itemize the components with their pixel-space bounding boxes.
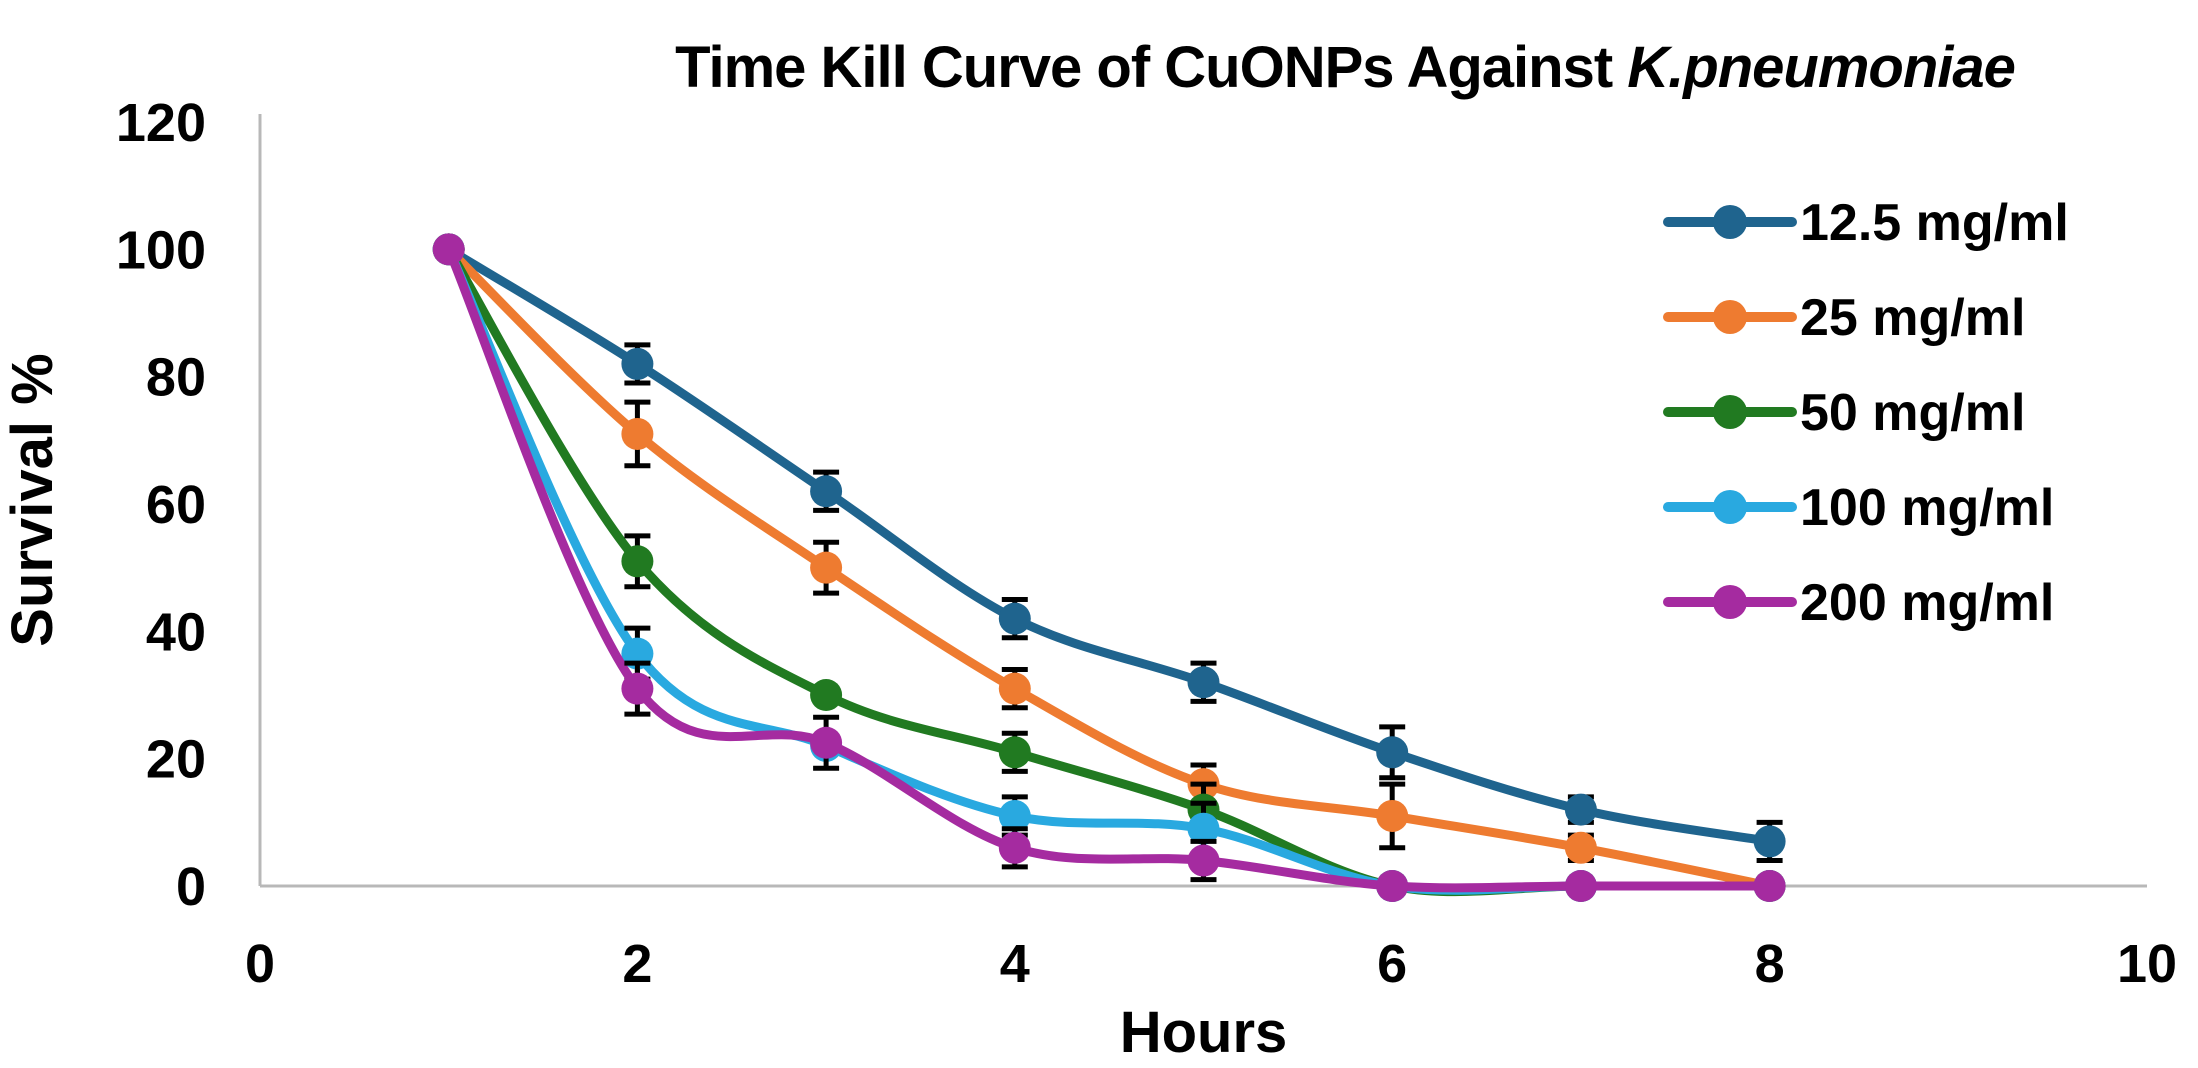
- data-point-marker: [621, 417, 654, 450]
- data-point-marker: [810, 679, 843, 711]
- legend-item: 50 mg/ml: [1663, 384, 2025, 442]
- data-point-marker: [998, 831, 1031, 864]
- legend-item: 12.5 mg/ml: [1663, 194, 2069, 252]
- data-point-marker: [1187, 666, 1220, 699]
- data-point-marker: [1187, 844, 1220, 877]
- y-tick-label: 20: [146, 730, 206, 790]
- legend-marker: [1713, 585, 1747, 619]
- data-point-marker: [810, 551, 843, 584]
- y-axis-title: Survival %: [0, 353, 65, 646]
- legend-label: 50 mg/ml: [1800, 384, 2025, 442]
- y-tick-label: 120: [116, 93, 206, 153]
- x-tick-label: 0: [245, 934, 275, 994]
- legend-label: 200 mg/ml: [1800, 574, 2054, 632]
- data-point-marker: [432, 233, 465, 266]
- series-line: [444, 244, 1775, 846]
- data-point-marker: [1753, 870, 1786, 902]
- legend-item: 25 mg/ml: [1663, 289, 2025, 347]
- data-point-marker: [998, 672, 1031, 705]
- chart-title: Time Kill Curve of CuONPs Against K.pneu…: [600, 34, 2090, 101]
- series-200-mg-ml: [432, 233, 1786, 902]
- x-tick-label: 10: [2117, 934, 2177, 994]
- data-point-marker: [621, 347, 654, 380]
- y-tick-label: 100: [116, 220, 206, 280]
- data-point-marker: [621, 545, 654, 578]
- legend-marker: [1713, 205, 1747, 239]
- data-point-marker: [1376, 736, 1409, 769]
- legend-label: 25 mg/ml: [1800, 289, 2025, 347]
- legend-marker: [1713, 395, 1747, 429]
- data-point-marker: [998, 799, 1031, 832]
- legend: 12.5 mg/ml 25 mg/ml 50 mg/ml 100 mg/ml 200 m…: [1663, 194, 2069, 632]
- x-tick-label: 4: [1000, 934, 1030, 994]
- x-tick-label: 2: [622, 934, 652, 994]
- legend-item: 200 mg/ml: [1663, 574, 2054, 632]
- data-point-marker: [998, 736, 1031, 769]
- chart-title-main: Time Kill Curve of CuONPs Against: [675, 35, 1628, 100]
- data-point-marker: [1376, 799, 1409, 832]
- data-point-marker: [621, 672, 654, 705]
- y-tick-label: 40: [146, 602, 206, 662]
- data-point-marker: [1376, 870, 1409, 902]
- data-point-marker: [1753, 825, 1786, 858]
- data-point-marker: [1564, 870, 1597, 902]
- x-axis-title: Hours: [1120, 1000, 1288, 1065]
- legend-label: 12.5 mg/ml: [1800, 194, 2069, 252]
- legend-label: 100 mg/ml: [1800, 479, 2054, 537]
- y-tick-label: 60: [146, 475, 206, 535]
- x-tick-label: 8: [1755, 934, 1785, 994]
- data-point-marker: [1564, 831, 1597, 864]
- legend-marker: [1713, 300, 1747, 334]
- legend-marker: [1713, 490, 1747, 524]
- data-point-marker: [810, 726, 843, 759]
- y-tick-label: 0: [176, 857, 206, 917]
- y-tick-label: 80: [146, 348, 206, 408]
- chart-title-species: K.pneumoniae: [1627, 35, 2016, 100]
- data-point-marker: [1564, 793, 1597, 826]
- legend-item: 100 mg/ml: [1663, 479, 2054, 537]
- x-tick-label: 6: [1377, 934, 1407, 994]
- data-point-marker: [1187, 812, 1220, 845]
- data-point-marker: [810, 475, 843, 508]
- data-point-marker: [998, 602, 1031, 635]
- series-line: [444, 244, 1775, 893]
